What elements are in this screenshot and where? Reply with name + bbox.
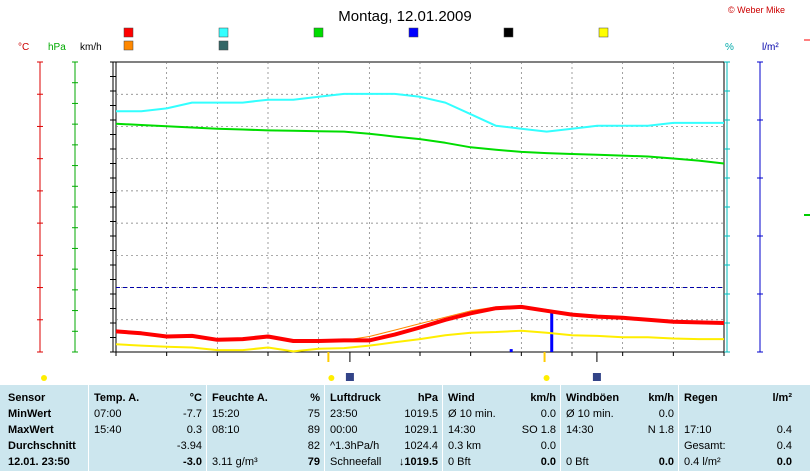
table-header-gust-unit: km/h (648, 392, 674, 404)
table-cell-temp-value: 0.3 (186, 424, 202, 436)
table-cell-pres-value: 1019.5 (404, 408, 438, 420)
pressure-axis-unit: hPa (48, 42, 66, 53)
rain-bar (550, 311, 554, 352)
table-cell-pres-time: 23:50 (330, 408, 358, 420)
table-header-wind-unit: km/h (530, 392, 556, 404)
table-header-rain: Regen (684, 392, 718, 404)
table-header-hum-unit: % (310, 392, 320, 404)
table-header-sensor: Sensor (8, 392, 46, 404)
legend-swatch (408, 27, 419, 38)
chart-series (115, 92, 725, 353)
table-cell-temp-value: -7.7 (183, 408, 202, 420)
moon-icon (592, 373, 601, 381)
column-divider (88, 385, 89, 471)
table-header-wind: Wind (448, 392, 475, 404)
table-cell-gust-time: 0 Bft (566, 456, 589, 468)
table-cell-hum-time: 3.11 g/m³ (212, 456, 258, 468)
table-row-label: Durchschnitt (8, 440, 76, 452)
table-cell-hum-value: 82 (307, 440, 320, 452)
table-cell-rain-time: Gesamt: (684, 440, 726, 452)
table-cell-rain-value: 0.4 (776, 440, 792, 452)
table-cell-gust-time: Ø 10 min. (566, 408, 614, 420)
column-divider (206, 385, 207, 471)
series-line (115, 329, 724, 353)
moon-icon (345, 373, 354, 381)
table-cell-pres-value: 1029.1 (404, 424, 438, 436)
table-header-pres: Luftdruck (330, 392, 381, 404)
table-cell-hum-value: 79 (307, 456, 320, 468)
table-cell-pres-value: ↓1019.5 (398, 456, 438, 468)
table-cell-wind-time: 14:30 (448, 424, 476, 436)
table-header-temp: Temp. A. (94, 392, 140, 404)
table-cell-pres-time: Schneefall (330, 456, 382, 468)
sun-icon (41, 375, 47, 381)
table-cell-wind-time: Ø 10 min. (448, 408, 496, 420)
table-cell-pres-time: 00:00 (330, 424, 358, 436)
table-cell-wind-value: 0.0 (540, 456, 556, 468)
series-line (115, 304, 725, 343)
table-cell-temp-time: 15:40 (94, 424, 122, 436)
table-header-gust: Windböen (566, 392, 620, 404)
column-divider (678, 385, 679, 471)
chart-legend (123, 27, 609, 51)
table-cell-hum-value: 75 (307, 408, 320, 420)
chart-axes (37, 39, 810, 356)
legend-swatch (123, 27, 134, 38)
table-cell-pres-value: 1024.4 (404, 440, 438, 452)
chart-grid (115, 61, 725, 353)
weather-chart: Montag, 12.01.2009 © Weber Mike °C hPa k… (18, 5, 810, 381)
table-cell-pres-time: ^1.3hPa/h (330, 440, 380, 452)
table-header-pres-unit: hPa (417, 392, 438, 404)
series-line (116, 92, 724, 133)
legend-swatch (598, 27, 609, 38)
table-cell-gust-value: 0.0 (658, 408, 674, 420)
table-cell-hum-time: 08:10 (212, 424, 240, 436)
statistics-table: Sensor Temp. A. °C Feuchte A.% Luftdruck hPa W… (0, 385, 810, 471)
table-cell-rain-time: 0.4 l/m² (684, 456, 721, 468)
rain-axis-unit: l/m² (762, 42, 779, 53)
table-header-rain-unit: l/m² (772, 392, 792, 404)
table-cell-hum-value: 89 (307, 424, 320, 436)
table-cell-rain-value: 0.0 (776, 456, 792, 468)
table-cell-gust-value: 0.0 (658, 456, 674, 468)
rain-bar (509, 349, 513, 352)
column-divider (442, 385, 443, 471)
table-cell-wind-time: 0 Bft (448, 456, 471, 468)
table-row-label: MinWert (8, 408, 52, 420)
table-cell-temp-value: -3.94 (176, 440, 202, 452)
table-row-label: MaxWert (8, 424, 54, 436)
wind-axis-unit: km/h (80, 42, 102, 53)
column-divider (324, 385, 325, 471)
legend-swatch (218, 27, 229, 38)
table-cell-wind-time: 0.3 km (448, 440, 482, 452)
table-cell-wind-value: 0.0 (540, 440, 556, 452)
series-line (115, 122, 725, 165)
table-cell-gust-value: N 1.8 (647, 424, 674, 436)
table-cell-gust-time: 14:30 (566, 424, 594, 436)
temp-axis-unit: °C (18, 42, 29, 53)
humidity-axis-unit: % (725, 42, 734, 53)
legend-swatch (503, 27, 514, 38)
sun-moon-markers (41, 352, 601, 381)
legend-swatch (123, 40, 134, 51)
table-header-hum: Feuchte A. (212, 392, 268, 404)
table-row-label: 12.01. 23:50 (8, 456, 70, 468)
sun-icon (543, 375, 550, 381)
table-cell-temp-value: -3.0 (183, 456, 202, 468)
table-cell-hum-time: 15:20 (212, 408, 240, 420)
table-cell-rain-time: 17:10 (684, 424, 712, 436)
table-cell-temp-time: 07:00 (94, 408, 122, 420)
chart-title: Montag, 12.01.2009 (338, 8, 471, 25)
column-divider (560, 385, 561, 471)
table-cell-rain-value: 0.4 (776, 424, 792, 436)
table-header-temp-unit: °C (189, 392, 202, 404)
legend-swatch (218, 40, 229, 51)
legend-swatch (313, 27, 324, 38)
copyright-label: © Weber Mike (728, 5, 785, 15)
table-cell-wind-value: SO 1.8 (521, 424, 556, 436)
sun-icon (328, 375, 335, 381)
series-line (115, 305, 725, 342)
table-cell-wind-value: 0.0 (540, 408, 556, 420)
